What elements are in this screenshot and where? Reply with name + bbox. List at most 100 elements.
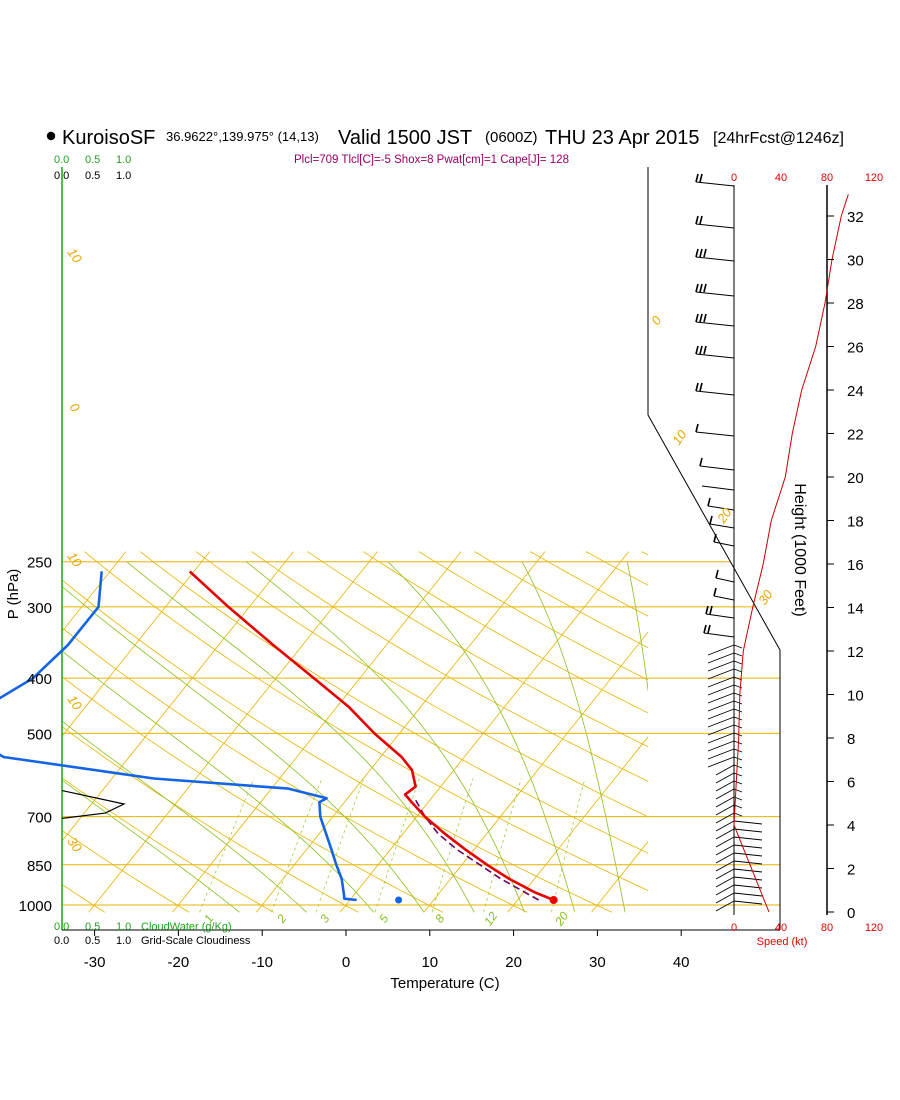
mixing-ratio-line — [315, 778, 365, 913]
dry-adiabat-line — [62, 829, 190, 913]
dry-adiabat-line — [362, 551, 648, 714]
wind-barb-staff — [701, 485, 735, 491]
wind-barb-flag — [695, 423, 699, 433]
height-axis-label: Height (1000 Feet) — [791, 483, 808, 616]
wind-barb-flag — [733, 788, 743, 793]
wind-barb-staff — [707, 652, 735, 664]
cloudiness-tick: 1.0 — [116, 170, 131, 182]
height-tick-label: 0 — [847, 905, 855, 922]
speed-scale-top: 0 40 80 120 — [731, 172, 883, 184]
moist-adiabat-line — [626, 561, 648, 693]
wind-barb-staff — [707, 732, 735, 744]
temperature-tick-label: -20 — [168, 954, 190, 971]
mixing-ratio-line — [271, 778, 323, 913]
cloud-water-top-scale: 0.0 0.5 1.0 — [54, 154, 131, 166]
wind-barb-flag — [733, 884, 763, 889]
mixing-ratio-label: 8 — [432, 912, 447, 926]
isotherm-line — [88, 551, 378, 913]
mixing-ratio-line — [374, 778, 420, 913]
wind-barb-staff — [715, 900, 735, 912]
moist-adiabat-line — [387, 561, 576, 913]
dry-adiabat-line — [62, 676, 443, 913]
dry-adiabat-line — [307, 551, 648, 748]
pressure-tick-label: 250 — [27, 555, 52, 572]
wind-barb-flag — [699, 313, 703, 323]
sounding-traces — [0, 570, 558, 904]
isotherm-label: 10 — [669, 427, 690, 448]
wind-barb-flag — [709, 515, 713, 525]
wind-barb-flag — [733, 812, 743, 817]
wind-barb-flag — [703, 313, 707, 323]
height-tick-label: 28 — [847, 296, 864, 313]
speed-axis-label: Speed (kt) — [757, 936, 808, 948]
pressure-axis: 250 300 400 500 700 850 1000 — [19, 555, 52, 915]
isotherm-line — [591, 841, 648, 913]
cloud-water-tick: 0.0 — [54, 154, 69, 166]
cloudiness-tick: 1.0 — [116, 935, 131, 947]
wind-barb-staff — [707, 692, 735, 704]
wind-barb-staff — [715, 812, 735, 824]
wind-barb-staff — [707, 660, 735, 672]
pressure-tick-label: 700 — [27, 810, 52, 827]
cloudiness-bottom-scale: 0.0 0.5 1.0 Grid-Scale Cloudiness — [54, 935, 251, 947]
wind-barb-flag — [715, 569, 719, 579]
wind-barb-flag — [703, 283, 707, 293]
wind-barb-staff — [715, 577, 735, 583]
isotherm-line — [255, 551, 546, 913]
wind-barb-flag — [695, 382, 699, 392]
wind-barb-flag — [733, 860, 763, 865]
mixing-ratio-label: 12 — [481, 909, 500, 928]
wind-barb-flag — [733, 836, 763, 841]
speed-tick: 40 — [775, 172, 787, 184]
wind-barb-flag — [695, 283, 699, 293]
wind-barb-flag — [695, 173, 699, 183]
y-axis-label: P (hPa) — [5, 569, 22, 620]
wind-barb-flag — [699, 345, 703, 355]
isotherm-label: 10 — [64, 549, 85, 570]
wind-barb-staff — [695, 321, 735, 327]
wind-barb-flag — [733, 780, 743, 785]
dry-adiabat-line — [418, 551, 648, 681]
mixing-ratio-line — [483, 778, 522, 913]
isotherm-label: 20 — [713, 505, 735, 527]
wind-barb-flag — [733, 652, 743, 657]
pressure-tick-label: 400 — [27, 671, 52, 688]
mixing-ratio-line — [431, 778, 474, 913]
wind-barb-flag — [699, 215, 703, 225]
wind-barb-staff — [707, 505, 735, 511]
temperature-tick-label: 40 — [673, 954, 690, 971]
wind-barb-staff — [707, 716, 735, 728]
speed-tick: 40 — [775, 922, 787, 934]
height-tick-label: 26 — [847, 340, 864, 357]
plot-frame — [61, 167, 781, 931]
moist-adiabat-line — [62, 585, 425, 913]
isotherm-label: 0 — [66, 400, 83, 415]
wind-barb-staff — [707, 724, 735, 736]
wind-barb-flag — [695, 248, 699, 258]
wind-barb-flag — [695, 345, 699, 355]
wind-barb-staff — [715, 804, 735, 816]
wind-barb-flag — [733, 892, 763, 897]
cloudiness-profile — [61, 790, 126, 819]
speed-tick: 120 — [865, 172, 883, 184]
wind-barb-staff — [695, 181, 735, 187]
surface-temperature-dot — [549, 895, 558, 904]
mixing-ratio-label: 3 — [317, 912, 332, 926]
dewpoint-trace — [0, 571, 357, 902]
height-tick-label: 24 — [847, 383, 864, 400]
cloud-water-tick: 0.5 — [85, 154, 100, 166]
wind-barb-staff — [695, 390, 735, 396]
wind-barb-flag — [707, 624, 711, 634]
dry-adiabat-line — [62, 777, 274, 913]
wind-barb-flag — [733, 700, 743, 705]
isotherm-line — [507, 736, 648, 913]
wind-barb-flag — [707, 497, 711, 507]
zulu-time: (0600Z) — [485, 129, 538, 146]
chart-title: KuroisoSF 36.9622°,139.975° (14,13) Vali… — [46, 127, 844, 166]
wind-barb-flag — [733, 708, 743, 713]
speed-tick: 80 — [821, 922, 833, 934]
isotherm-line — [62, 551, 127, 633]
wind-barb-flag — [703, 248, 707, 258]
